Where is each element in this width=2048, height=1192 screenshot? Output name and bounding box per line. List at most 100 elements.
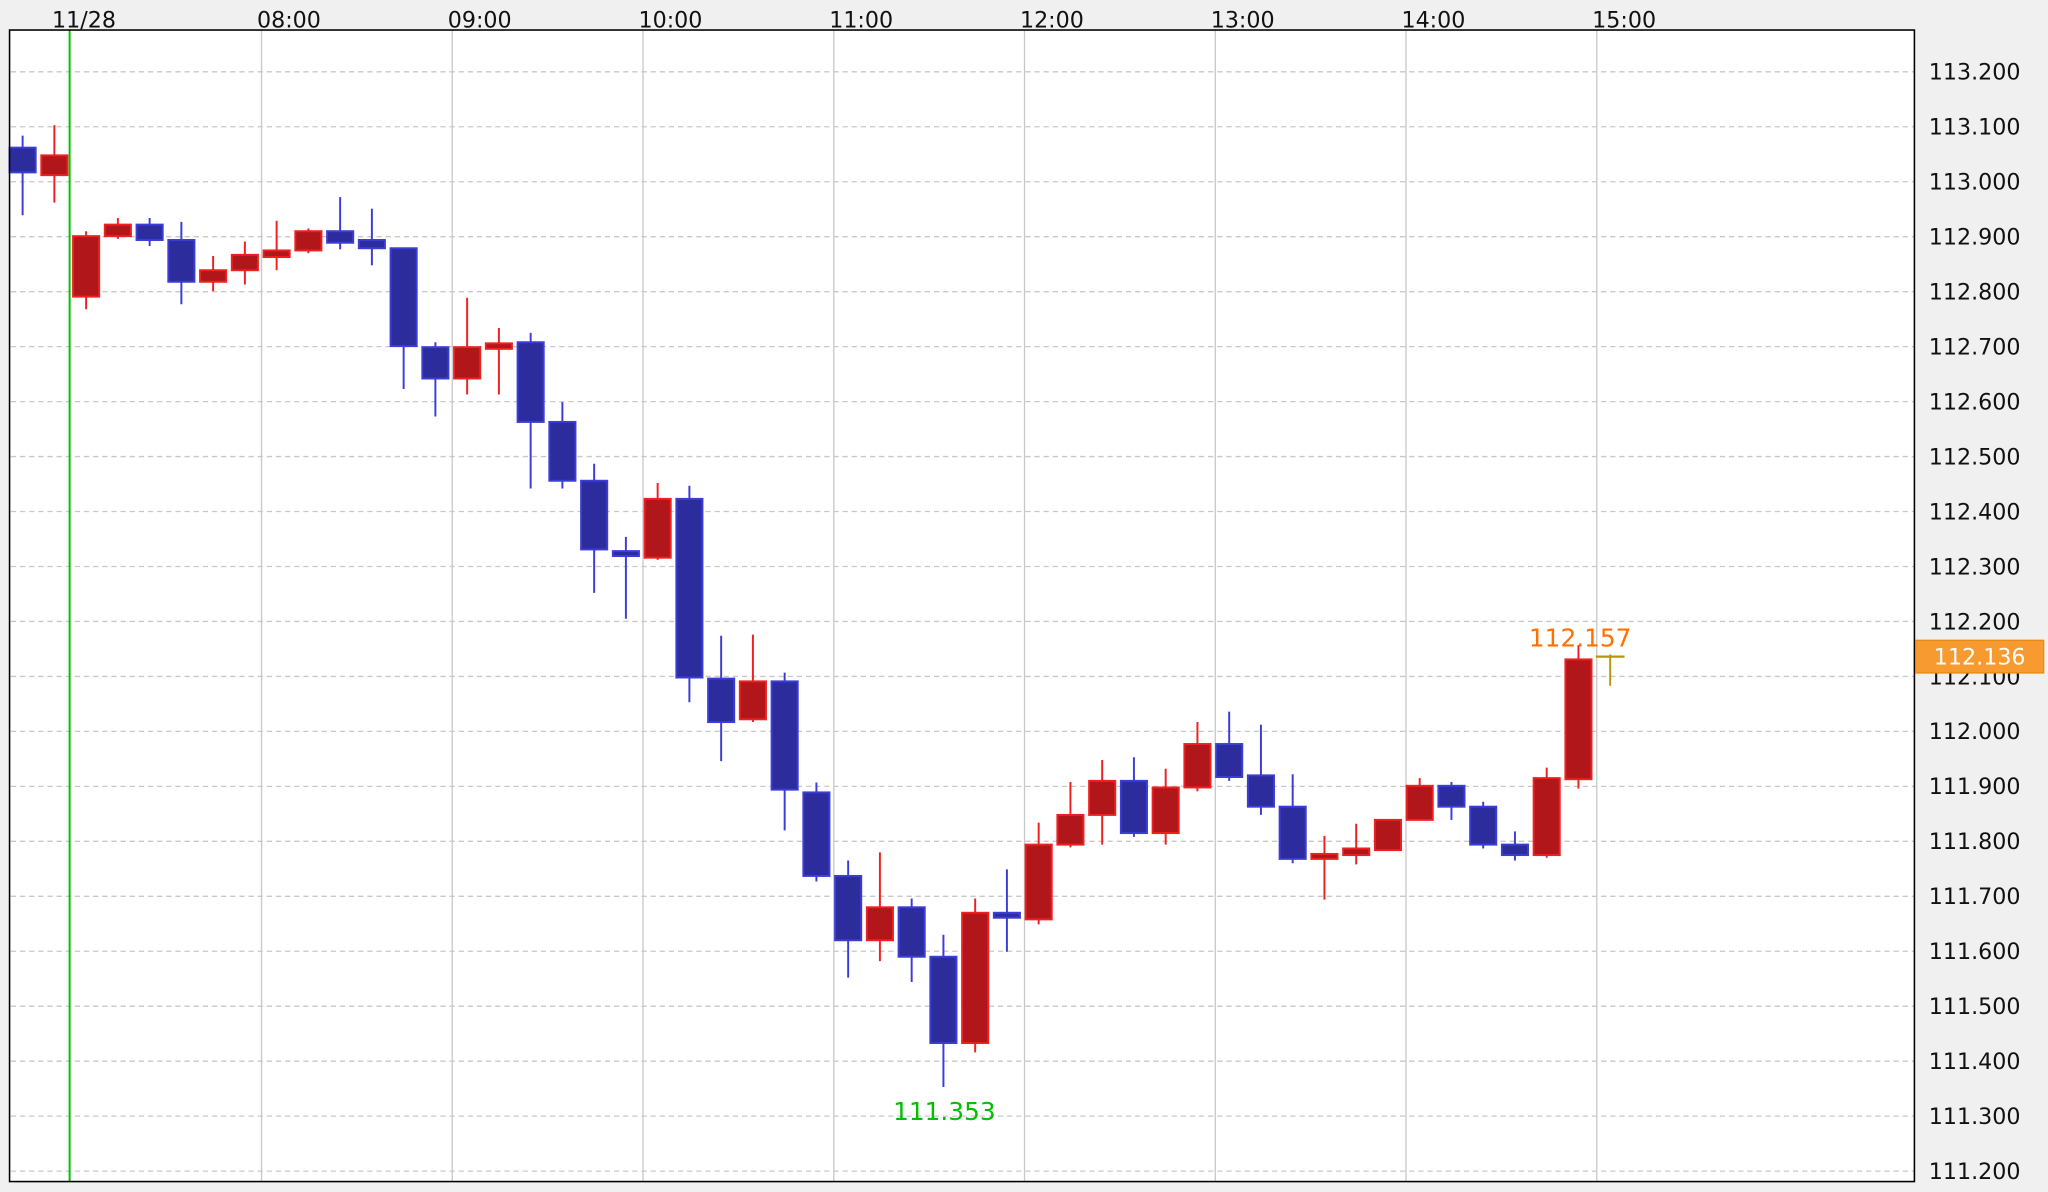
price-tick-label: 112.000	[1929, 719, 2021, 745]
candle	[484, 327, 513, 395]
low-price-label: 111.353	[893, 1097, 996, 1126]
candle	[675, 485, 704, 703]
candle-body	[1373, 818, 1402, 852]
candle-body	[1056, 813, 1085, 846]
candle	[1373, 818, 1402, 852]
candle	[1405, 778, 1434, 821]
candle-body	[389, 247, 418, 348]
candle	[1246, 724, 1275, 815]
candle-body	[262, 249, 291, 259]
candle-body	[961, 911, 990, 1045]
candle	[357, 208, 386, 266]
candle	[135, 218, 164, 247]
candle-body	[1246, 774, 1275, 808]
price-tick-label: 113.200	[1929, 60, 2021, 86]
price-tick-label: 111.600	[1929, 939, 2021, 965]
candle-body	[484, 342, 513, 350]
price-tick-label: 111.300	[1929, 1104, 2021, 1130]
price-tick-label: 112.300	[1929, 554, 2021, 580]
candle-body	[167, 239, 196, 283]
candle	[707, 635, 736, 762]
candle	[294, 228, 323, 254]
price-tick-label: 111.200	[1929, 1159, 2021, 1185]
price-tick-label: 111.400	[1929, 1049, 2021, 1075]
candle	[1151, 768, 1180, 845]
candle-body	[580, 479, 609, 551]
price-tick-label: 113.000	[1929, 170, 2021, 196]
candle-body	[8, 146, 37, 174]
candle-body	[1469, 805, 1498, 846]
time-tick-label: 12:00	[1020, 7, 1084, 33]
candle-body	[1437, 784, 1466, 808]
candle	[1024, 822, 1053, 925]
candle-body	[103, 223, 132, 238]
candle	[389, 247, 418, 389]
price-tick-label: 111.900	[1929, 774, 2021, 800]
current-price-marker: 112.136	[1915, 639, 2045, 674]
candle-body	[770, 680, 799, 791]
candle-body	[929, 955, 958, 1045]
candle	[548, 402, 577, 489]
candle-body	[897, 906, 926, 958]
candle-body	[1215, 743, 1244, 778]
candle	[802, 782, 831, 882]
candle-body	[326, 230, 355, 244]
candle	[738, 634, 767, 723]
candle	[1500, 831, 1529, 861]
candle	[453, 297, 482, 395]
candle-body	[675, 497, 704, 679]
candle-body	[1119, 779, 1148, 835]
high-price-label: 112.157	[1529, 623, 1632, 652]
candle-body	[548, 420, 577, 482]
candle	[992, 869, 1021, 952]
candle-body	[294, 230, 323, 252]
current-price-label: 112.136	[1934, 644, 2026, 670]
candle	[1278, 774, 1307, 864]
candle	[421, 342, 450, 417]
candle-body	[1342, 847, 1371, 857]
price-axis: 113.200 113.100 113.000 112.900 112.800 112.7…	[1929, 60, 2021, 1185]
candle-body	[643, 497, 672, 559]
candle	[897, 898, 926, 983]
candle	[40, 125, 69, 203]
candle-body	[230, 253, 259, 272]
candle-body	[357, 239, 386, 250]
candle-body	[1151, 786, 1180, 835]
price-tick-label: 111.700	[1929, 884, 2021, 910]
candle-body	[1405, 784, 1434, 821]
candle	[834, 860, 863, 978]
time-tick-label: 08:00	[257, 7, 321, 33]
candle-body	[1532, 777, 1561, 857]
candle	[1056, 781, 1085, 848]
candle-body	[72, 235, 101, 298]
candle-body	[707, 677, 736, 724]
candle-body	[199, 269, 228, 283]
candle-body	[1564, 658, 1593, 781]
candle	[516, 332, 545, 489]
candle	[1595, 654, 1625, 686]
time-tick-label: 13:00	[1211, 7, 1275, 33]
candle	[961, 898, 990, 1053]
candle-body	[1500, 843, 1529, 857]
candle	[1088, 759, 1117, 845]
candle	[1183, 722, 1212, 792]
price-tick-label: 111.800	[1929, 829, 2021, 855]
time-tick-label: 10:00	[638, 7, 702, 33]
price-tick-label: 112.400	[1929, 499, 2021, 525]
price-tick-label: 112.200	[1929, 609, 2021, 635]
candle	[1532, 767, 1561, 858]
candle-body	[421, 346, 450, 380]
candle	[929, 934, 958, 1088]
time-tick-label: 11:00	[829, 7, 893, 33]
candle	[1310, 835, 1339, 900]
candle-body	[453, 346, 482, 380]
candle	[1215, 711, 1244, 781]
candle	[643, 482, 672, 560]
candle-body	[1088, 779, 1117, 816]
plot-border	[8, 29, 1916, 1183]
price-tick-label: 112.500	[1929, 444, 2021, 470]
candle	[103, 218, 132, 239]
price-tick-label: 112.700	[1929, 334, 2021, 360]
price-tick-label: 111.500	[1929, 994, 2021, 1020]
